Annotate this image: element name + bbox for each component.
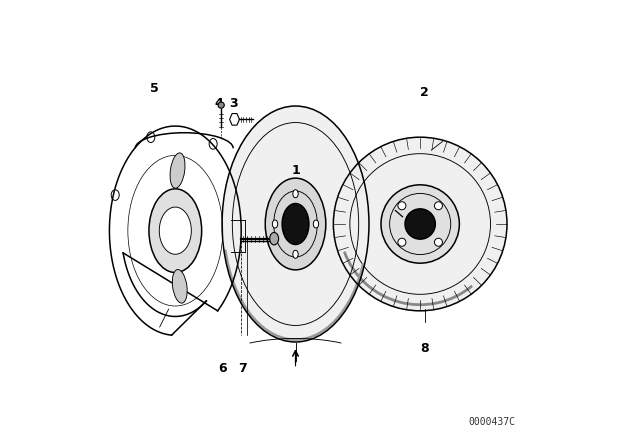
Text: 7: 7 xyxy=(237,362,246,375)
Ellipse shape xyxy=(149,189,202,272)
Text: 1: 1 xyxy=(291,164,300,177)
Text: 0000437C: 0000437C xyxy=(468,417,515,427)
Circle shape xyxy=(435,238,442,246)
Circle shape xyxy=(350,154,490,294)
Circle shape xyxy=(381,185,460,263)
Ellipse shape xyxy=(222,106,369,342)
Text: 8: 8 xyxy=(420,342,429,355)
Ellipse shape xyxy=(159,207,191,254)
Ellipse shape xyxy=(293,250,298,258)
Text: 6: 6 xyxy=(219,362,227,375)
Ellipse shape xyxy=(273,220,278,228)
Circle shape xyxy=(398,238,406,246)
Text: 4: 4 xyxy=(214,97,223,110)
Ellipse shape xyxy=(170,153,185,188)
Ellipse shape xyxy=(282,203,309,245)
Ellipse shape xyxy=(269,233,278,245)
Ellipse shape xyxy=(265,178,326,270)
Text: 3: 3 xyxy=(229,97,237,110)
Circle shape xyxy=(218,102,224,108)
Text: 5: 5 xyxy=(150,82,159,95)
Circle shape xyxy=(405,209,435,239)
Text: 2: 2 xyxy=(420,86,429,99)
Ellipse shape xyxy=(314,220,319,228)
Circle shape xyxy=(333,137,507,311)
Ellipse shape xyxy=(172,270,187,303)
Circle shape xyxy=(398,202,406,210)
Ellipse shape xyxy=(293,190,298,198)
Circle shape xyxy=(435,202,442,210)
